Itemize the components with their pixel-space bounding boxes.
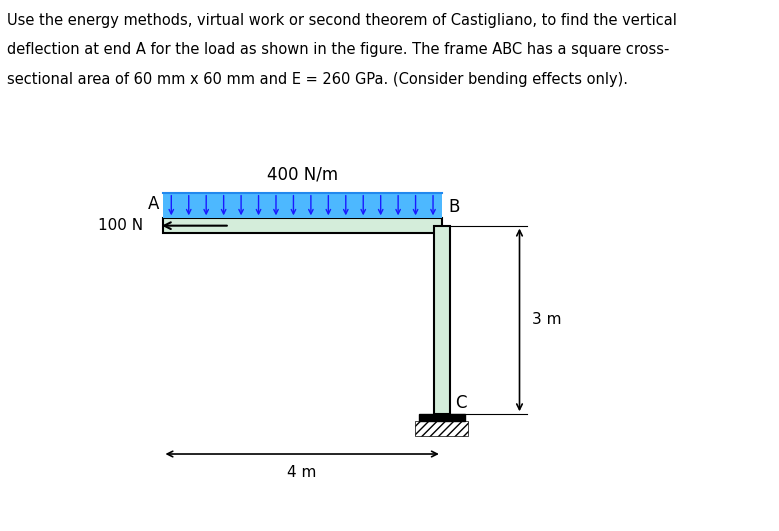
Text: 100 N: 100 N bbox=[97, 218, 143, 233]
Text: deflection at end A for the load as shown in the figure. The frame ABC has a squ: deflection at end A for the load as show… bbox=[7, 42, 669, 57]
Text: sectional area of 60 mm x 60 mm and E = 260 GPa. (Consider bending effects only): sectional area of 60 mm x 60 mm and E = … bbox=[7, 72, 628, 87]
Bar bbox=[415, 421, 468, 436]
Bar bbox=[419, 414, 465, 421]
Bar bbox=[163, 218, 442, 233]
Text: 400 N/m: 400 N/m bbox=[266, 165, 338, 183]
Bar bbox=[434, 226, 449, 414]
Text: 3 m: 3 m bbox=[532, 312, 562, 328]
Text: B: B bbox=[449, 198, 460, 216]
Text: C: C bbox=[455, 393, 467, 412]
Text: A: A bbox=[148, 195, 159, 213]
Bar bbox=[163, 193, 442, 218]
Text: Use the energy methods, virtual work or second theorem of Castigliano, to find t: Use the energy methods, virtual work or … bbox=[7, 13, 677, 28]
Text: 4 m: 4 m bbox=[287, 465, 317, 479]
